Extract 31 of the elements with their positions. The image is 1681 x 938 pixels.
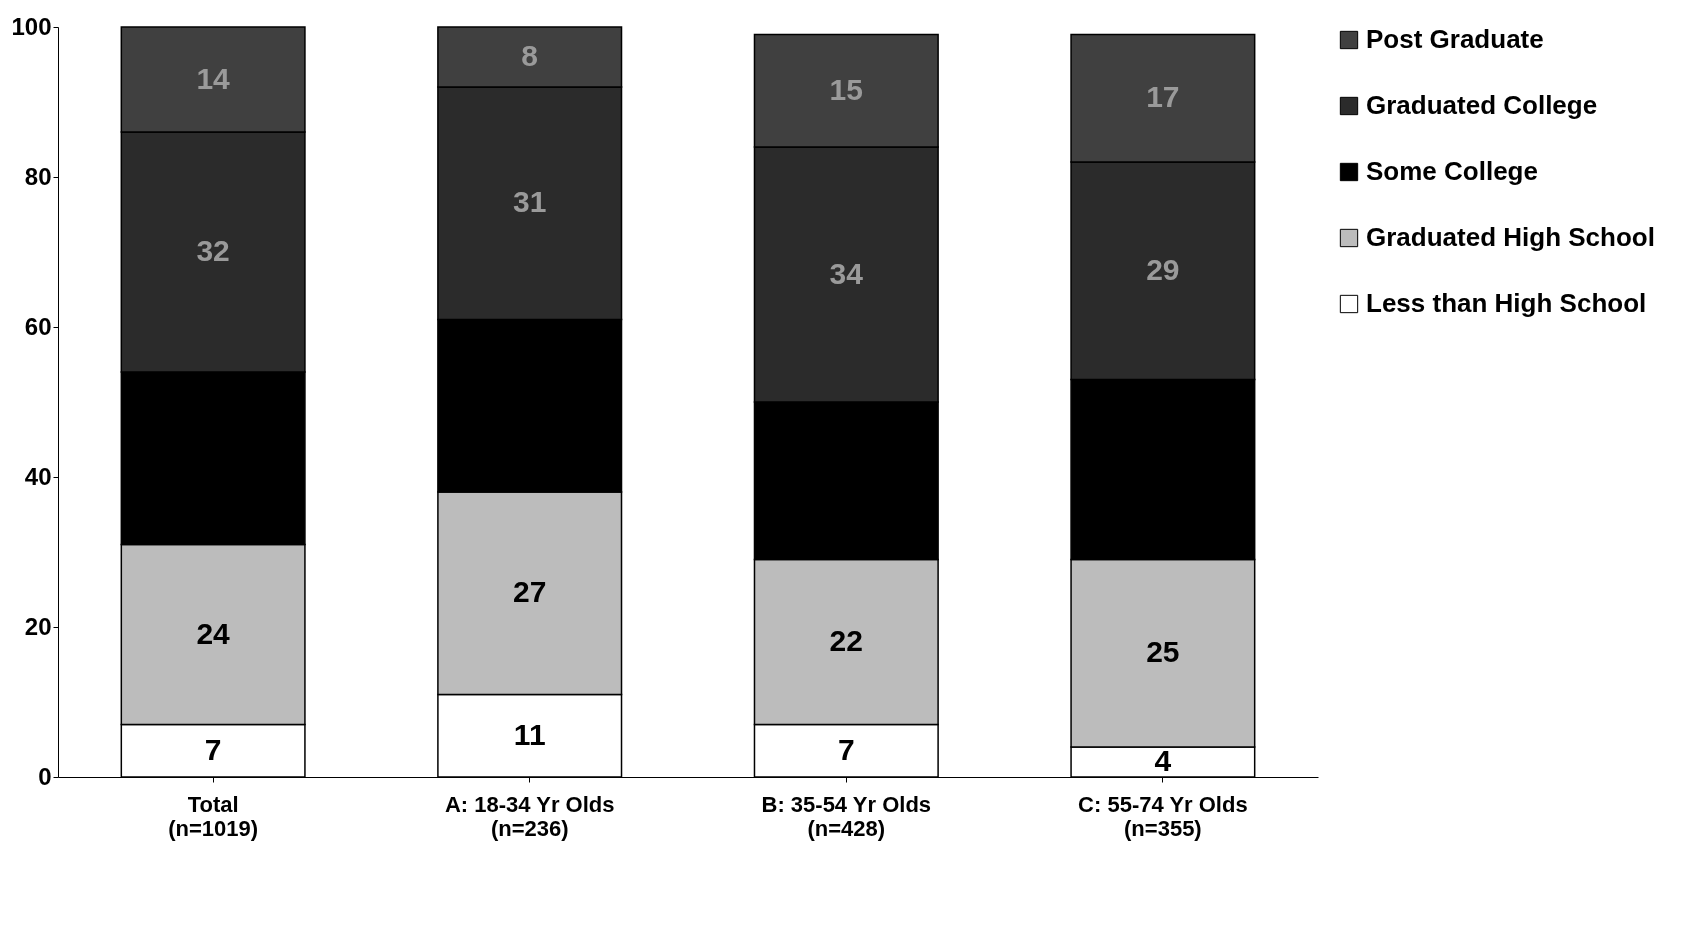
- data-label: 17: [1146, 80, 1180, 114]
- y-tick-label: 0: [38, 762, 52, 790]
- legend-label: Graduated High School: [1366, 222, 1655, 252]
- y-tick-label: 60: [24, 312, 52, 340]
- data-label: 22: [829, 624, 863, 657]
- y-tick-label: 80: [24, 162, 52, 190]
- data-label: 32: [196, 234, 230, 267]
- data-label: 15: [829, 72, 863, 106]
- data-label: 31: [513, 185, 547, 219]
- data-label: 7: [837, 732, 855, 766]
- x-tick-label: Total (n=1019): [168, 791, 259, 841]
- x-tick-label: C: 55-74 Yr Olds (n=355): [1078, 791, 1248, 841]
- data-label: 34: [829, 256, 864, 290]
- data-label: 25: [1146, 635, 1180, 669]
- x-tick-label: B: 35-54 Yr Olds (n=428): [761, 791, 932, 841]
- x-tick-label: A: 18-34 Yr Olds (n=236): [444, 791, 615, 841]
- y-tick-label: 40: [24, 462, 52, 490]
- data-label: 8: [521, 39, 539, 72]
- legend-label: Graduated College: [1366, 90, 1598, 120]
- data-label: 7: [204, 732, 222, 766]
- data-label: 29: [1146, 252, 1180, 286]
- legend-label: Post Graduate: [1366, 24, 1544, 54]
- legend-label: Some College: [1366, 156, 1538, 186]
- data-label: 4: [1154, 744, 1172, 777]
- data-label: 14: [196, 61, 231, 95]
- legend-label: Less than High School: [1366, 288, 1647, 318]
- data-label: 27: [513, 575, 547, 609]
- data-label: 24: [196, 616, 231, 650]
- y-tick-label: 100: [11, 12, 52, 40]
- data-label: 11: [513, 717, 546, 751]
- y-tick-label: 20: [24, 612, 52, 640]
